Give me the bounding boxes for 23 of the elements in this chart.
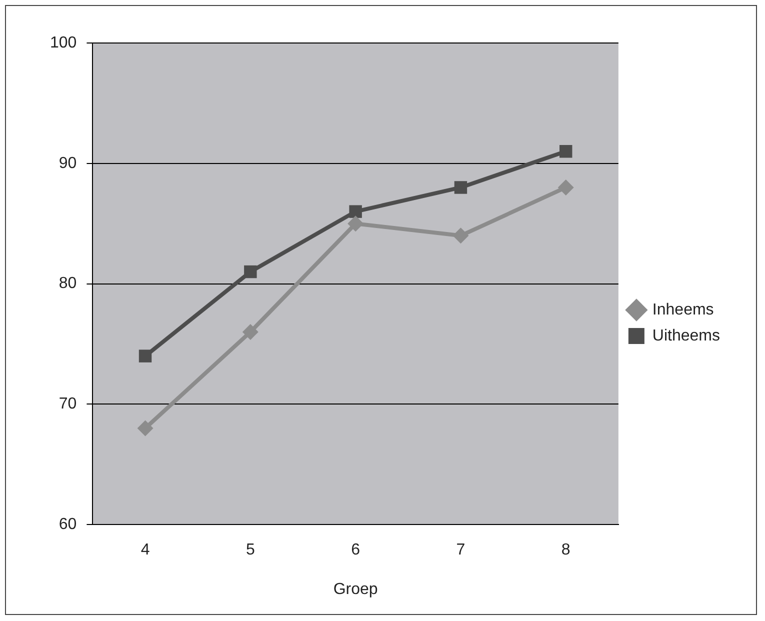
point — [138, 350, 152, 362]
point — [559, 144, 572, 158]
y-tick-label: 60 — [58, 516, 77, 534]
point — [244, 265, 257, 278]
x-tick-label: 4 — [140, 542, 150, 559]
point — [454, 181, 468, 194]
point — [452, 228, 469, 244]
y-tick-label: 80 — [58, 275, 77, 292]
x-tick-label: 6 — [351, 542, 360, 559]
legend-label: Uitheems — [652, 327, 720, 344]
x-tick-label: 7 — [456, 542, 466, 559]
x-tick-label: 5 — [246, 542, 255, 559]
point — [349, 205, 362, 218]
y-tick-label: 70 — [58, 396, 77, 413]
point — [137, 420, 154, 436]
y-tick-label: 100 — [50, 34, 77, 52]
x-axis-title: Groep — [333, 580, 378, 598]
legend-label: Inheems — [652, 301, 714, 318]
y-tick-label: 90 — [58, 154, 77, 172]
point — [242, 324, 258, 340]
x-tick-label: 8 — [561, 542, 570, 559]
point — [348, 216, 364, 232]
point — [558, 179, 574, 196]
